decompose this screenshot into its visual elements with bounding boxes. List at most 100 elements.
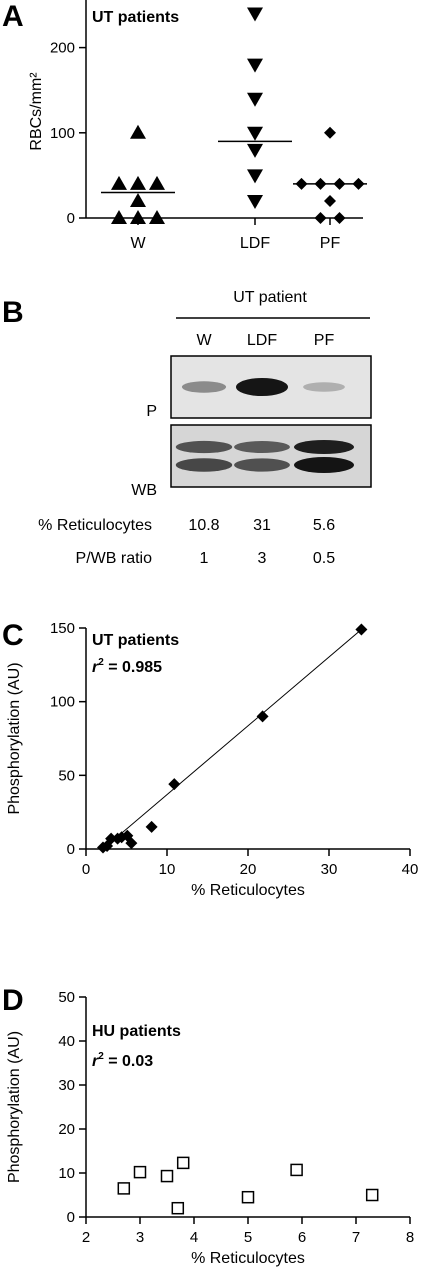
row-label-wb: WB [131,482,157,499]
panel-a-x-tick-label: LDF [240,235,270,252]
panel-c-y-axis-label: Phosphorylation (AU) [6,662,23,814]
panel-letter-d: D [2,984,24,1017]
panel-a-y-tick-label: 0 [67,210,75,227]
panel-c-r2-r: r [92,659,99,676]
ratio-value-pf: 0.5 [313,550,335,567]
panel-a-point-ldf [247,126,263,141]
panel-c-fit-line [102,629,362,850]
blot-wb-band-lower [234,458,290,472]
panel-b-blot: UT patient W LDF PF P WB % Reticulocytes… [38,289,372,567]
blot-wb-band-lower [294,457,354,473]
panel-letter-a: A [2,0,24,33]
panel-a-point-w [149,175,165,190]
panel-d-inset-label: HU patients [92,1023,181,1040]
panel-d-y-tick-label: 0 [67,1209,75,1226]
panel-a-point-w [149,210,165,224]
panel-c-y-tick-label: 50 [58,767,75,784]
retic-value-ldf: 31 [253,517,271,534]
blot-p-band [181,381,227,393]
panel-c-chart: UT patients r2 = 0.985 0 50 100 150 0 10 20 30 4… [6,620,418,899]
panel-a-inset-label: UT patients [92,9,179,26]
row-label-p: P [146,403,157,420]
panel-a-point-pf [314,212,327,224]
panel-a-point-w [111,175,127,190]
panel-c-point [168,778,181,791]
panel-d-x-axis-label: % Reticulocytes [191,1250,305,1267]
panel-c-y-tick-label: 150 [50,620,75,637]
panel-a-point-ldf [247,169,263,184]
blot-wb-band-upper [234,441,290,453]
panel-a-point-w [130,175,146,190]
panel-c-point [355,623,368,636]
panel-c-point [145,820,158,833]
panel-a-point-w [130,210,146,224]
retic-value-pf: 5.6 [313,517,335,534]
blot-wb-band-upper [294,440,354,454]
panel-a-x-tick-label: PF [320,235,341,252]
panel-c-x-tick-label: 30 [321,861,338,878]
panel-c-x-axis-label: % Reticulocytes [191,882,305,899]
panel-c-point [256,710,269,723]
panel-d-x-tick-label: 8 [406,1229,414,1246]
row-label-reticulocytes: % Reticulocytes [38,517,152,534]
blot-wb-band-upper [175,440,233,454]
panel-d-x-tick-label: 6 [298,1229,306,1246]
panel-c-inset-label: UT patients [92,632,179,649]
panel-d-point [160,1169,174,1183]
panel-c-x-tick-label: 10 [159,861,176,878]
blot-p-band [303,382,345,392]
panel-letter-b: B [2,296,24,329]
panel-d-x-tick-label: 5 [244,1229,252,1246]
panel-c-y-tick-label: 100 [50,694,75,711]
panel-d-point [133,1165,147,1179]
ratio-value-w: 1 [200,550,209,567]
panel-d-point [171,1201,185,1215]
retic-value-w: 10.8 [188,517,219,534]
lane-label-pf: PF [314,332,335,349]
panel-c-y-tick-label: 0 [67,841,75,858]
ratio-value-ldf: 3 [258,550,267,567]
panel-d-r2-r: r [92,1053,99,1070]
panel-a-point-pf [324,126,336,139]
panel-d-y-tick-label: 40 [58,1033,75,1050]
blot-wb-box [170,424,372,488]
panel-d-y-tick-label: 10 [58,1165,75,1182]
blot-p-band [236,378,288,396]
panel-d-x-tick-label: 7 [352,1229,360,1246]
panel-d-point [117,1182,131,1195]
lane-label-w: W [196,332,212,349]
panel-d-r2-value: = 0.03 [104,1053,153,1070]
panel-letter-c: C [2,619,24,652]
panel-a-y-tick-label: 100 [50,125,75,142]
panel-d-y-tick-label: 30 [58,1077,75,1094]
panel-a-y-axis-label: RBCs/mm² [28,72,45,151]
panel-a-point-ldf [247,143,263,158]
panel-d-y-tick-label: 50 [58,989,75,1006]
panel-a-y-tick-label: 200 [50,40,75,57]
panel-a-point-pf [333,212,346,224]
panel-a-point-w [130,192,146,207]
panel-c-point [125,837,138,850]
panel-d-r2: r2 = 0.03 [92,1051,153,1070]
panel-a-point-ldf [247,194,263,209]
panel-c-r2-sup: 2 [98,657,104,668]
panel-c-r2-value: = 0.985 [104,659,162,676]
panel-a-point-w [130,124,146,139]
panel-d-point [241,1190,255,1204]
panel-c-point [105,832,118,845]
panel-d-x-tick-label: 2 [82,1229,90,1246]
panel-c-r2: r2 = 0.985 [92,657,162,676]
lane-label-ldf: LDF [247,332,277,349]
panel-d-r2-sup: 2 [98,1051,104,1062]
blot-header: UT patient [233,289,307,306]
panel-d-point [290,1163,303,1177]
row-label-ratio: P/WB ratio [76,550,153,567]
panel-a-point-ldf [247,58,263,73]
panel-d-y-tick-label: 20 [58,1121,75,1138]
panel-d-point [176,1156,190,1170]
panel-a-point-ldf [247,7,263,22]
panel-c-x-tick-label: 40 [402,861,419,878]
panel-d-x-tick-label: 4 [190,1229,198,1246]
